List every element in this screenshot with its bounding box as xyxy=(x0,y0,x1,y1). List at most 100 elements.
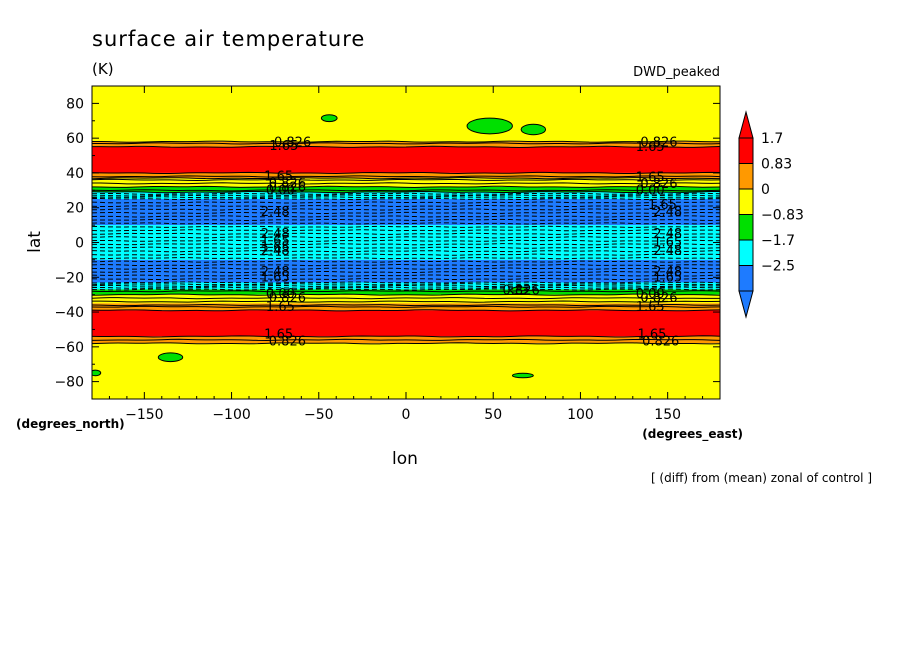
colorbar-segment-2 xyxy=(738,188,754,215)
colorbar-label-2: 0 xyxy=(761,182,770,198)
solid-contour-15 xyxy=(92,304,720,307)
dashed-contour-3 xyxy=(92,197,720,201)
dashed-contour-22 xyxy=(92,264,720,267)
dashed-contour-14 xyxy=(92,236,720,239)
x-tick-label-3: 0 xyxy=(402,407,411,423)
contour-label-15: 2.48 xyxy=(653,227,682,242)
contour-label-23: 1.65 xyxy=(261,270,290,285)
contour-label-27: 0.826 xyxy=(269,291,306,306)
y-axis: 80 60 40 20 0 −20 −40 −60 −80 xyxy=(54,85,720,400)
solid-contour-17 xyxy=(92,309,720,312)
colorbar-label-1: 0.83 xyxy=(761,157,792,173)
band-12 xyxy=(92,294,720,304)
y-tick-label-2: 40 xyxy=(66,166,84,182)
contour-label-33: 0.826 xyxy=(269,335,306,350)
contour-label-13: 2.48 xyxy=(653,205,682,220)
dashed-contour-16 xyxy=(92,243,720,246)
contour-label-19: 2.48 xyxy=(261,244,290,259)
dashed-contour-20 xyxy=(92,257,720,260)
x-units-label: (degrees_east) xyxy=(642,427,743,442)
contour-label-0: 0.826 xyxy=(274,136,311,151)
y-tick-label-7: −60 xyxy=(54,340,84,356)
contour-label-4: 1.65 xyxy=(264,169,293,184)
solid-contour-4 xyxy=(92,175,720,178)
y-tick-label-0: 80 xyxy=(66,96,84,112)
contour-label-29: 0.826 xyxy=(640,291,677,306)
colorbar-segment-1 xyxy=(738,163,754,190)
contour-label-11: 1.65 xyxy=(648,198,677,213)
band-4 xyxy=(92,178,720,187)
solid-contour-20 xyxy=(92,342,720,345)
solid-contour-18 xyxy=(92,335,720,338)
color-bands xyxy=(92,86,720,399)
contour-label-35: 0.826 xyxy=(642,335,679,350)
colorbar-label-4: −1.7 xyxy=(761,233,795,249)
dashed-contour-29 xyxy=(92,284,720,288)
contour-label-9: 0.826 xyxy=(640,177,677,192)
contour-label-3: 1.65 xyxy=(636,140,665,155)
colorbar: 1.7 0.83 0 −0.83 −1.7 −2.5 xyxy=(738,110,804,319)
x-tick-label-4: 50 xyxy=(484,407,502,423)
solid-contour-8 xyxy=(92,185,720,188)
contour-lines xyxy=(92,140,720,345)
units-label: (K) xyxy=(92,60,114,78)
solid-contour-16 xyxy=(92,305,720,308)
band-14 xyxy=(92,310,720,337)
dashed-contour-1 xyxy=(92,194,720,197)
dashed-contour-4 xyxy=(92,201,720,204)
colorbar-top-arrow xyxy=(738,110,754,139)
contour-label-32: 1.65 xyxy=(264,328,293,343)
y-tick-label-5: −20 xyxy=(54,270,84,286)
dashed-contour-17 xyxy=(92,246,720,249)
solid-contour-7 xyxy=(92,182,720,185)
dashed-contour-11 xyxy=(92,225,720,228)
colorbar-label-5: −2.5 xyxy=(761,259,795,275)
solid-contour-11 xyxy=(92,290,720,293)
dashed-contour-30 xyxy=(92,286,720,289)
dashed-contour-26 xyxy=(92,277,720,281)
band-9 xyxy=(92,259,720,283)
dashed-contour-19 xyxy=(92,253,720,256)
colorbar-label-3: −0.83 xyxy=(761,208,804,224)
y-tick-label-6: −40 xyxy=(54,305,84,321)
contour-label-10: 0.00 xyxy=(636,183,665,198)
contour-label-7: 0.00 xyxy=(266,183,295,198)
contour-label-18: 1.65 xyxy=(261,241,290,256)
x-tick-label-1: −100 xyxy=(212,407,250,423)
colorbar-segment-3 xyxy=(738,214,754,241)
solid-contour-0 xyxy=(92,140,720,143)
contour-label-34: 1.65 xyxy=(637,328,666,343)
contour-label-8: 1.65 xyxy=(636,170,665,185)
patch-4 xyxy=(511,372,534,379)
solid-contour-13 xyxy=(92,297,720,300)
diff-note: [ (diff) from (mean) zonal of control ] xyxy=(651,471,872,485)
contour-label-1: 1.65 xyxy=(269,139,298,154)
contour-label-17: 1.65 xyxy=(653,236,682,251)
contour-label-12: 2.48 xyxy=(261,205,290,220)
solid-contour-12 xyxy=(92,293,720,296)
contour-label-28: 0.00 xyxy=(636,287,665,302)
band-11 xyxy=(92,289,720,295)
dashed-contour-24 xyxy=(92,270,720,274)
band-2 xyxy=(92,146,720,173)
dashed-contour-9 xyxy=(92,218,720,221)
experiment-label: DWD_peaked xyxy=(633,65,720,80)
colorbar-segment-0 xyxy=(738,137,754,164)
x-axis-label: lon xyxy=(392,449,418,469)
solid-contour-10 xyxy=(92,190,720,194)
contour-label-20: 2.48 xyxy=(653,244,682,259)
contour-label-14: 2.48 xyxy=(261,227,290,242)
chart-title: surface air temperature xyxy=(92,27,365,51)
contour-label-30: 1.65 xyxy=(266,300,295,315)
dashed-contour-0 xyxy=(92,192,720,195)
solid-contour-6 xyxy=(92,178,720,182)
band-3 xyxy=(92,172,720,179)
patch-6 xyxy=(92,369,102,377)
dashed-contour-18 xyxy=(92,250,720,253)
dashed-contour-10 xyxy=(92,222,720,225)
band-16 xyxy=(92,343,720,399)
patch-2 xyxy=(320,114,338,123)
band-0 xyxy=(92,86,720,142)
x-tick-label-5: 100 xyxy=(567,407,594,423)
